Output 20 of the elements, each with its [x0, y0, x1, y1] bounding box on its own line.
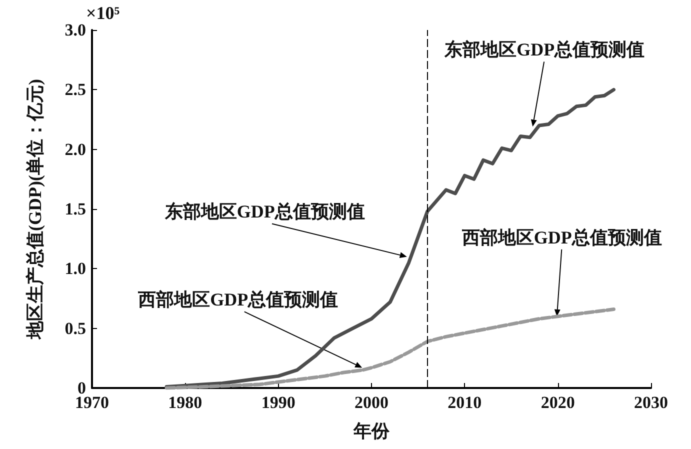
- x-tick-label: 2020: [540, 393, 575, 412]
- text: ×10⁵: [86, 3, 120, 23]
- y-axis-title: 地区生产总值(GDP)(单位：亿元): [25, 79, 45, 340]
- line-series: [164, 307, 616, 390]
- annotation: 东部地区GDP总值预测值: [164, 202, 365, 222]
- x-tick-label: 2000: [354, 393, 388, 412]
- y-tick-label: 2.5: [64, 80, 86, 100]
- x-tick-label: 2010: [448, 393, 482, 412]
- y-tick-label: 0.5: [64, 318, 86, 338]
- x-axis-title: 年份: [352, 421, 390, 441]
- x-tick-label: 1990: [261, 393, 296, 412]
- x-tick-label: 2030: [634, 393, 668, 412]
- x-tick-label: 1980: [168, 393, 202, 412]
- annotation: 西部地区GDP总值预测值: [460, 227, 662, 248]
- annotation: 东部地区GDP总值预测值: [444, 40, 645, 60]
- y-tick-label: 2.0: [64, 140, 86, 159]
- y-tick-label: 1.5: [64, 200, 86, 218]
- annotation: 西部地区GDP总值预测值: [137, 290, 338, 310]
- y-tick-label: 3.0: [64, 20, 86, 40]
- y-tick-label: 1.0: [64, 259, 86, 278]
